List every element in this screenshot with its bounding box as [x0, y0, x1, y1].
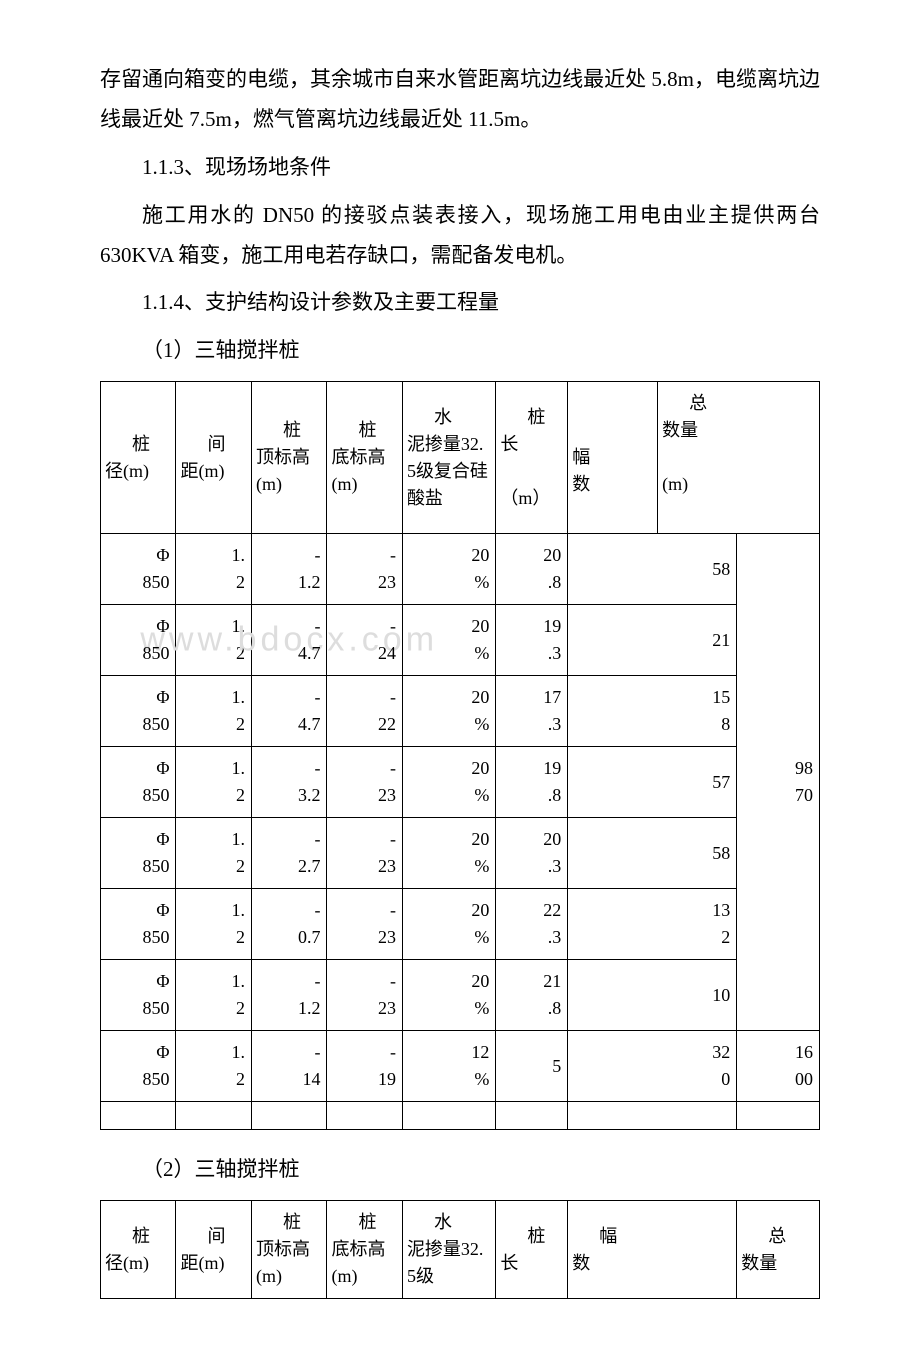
- cell-merged-total: 9870: [737, 534, 820, 1031]
- th-cement-mix: 水泥掺量32.5级: [402, 1201, 495, 1299]
- th-pile-diameter: 桩径(m): [101, 1201, 176, 1299]
- cell: 58: [568, 534, 737, 605]
- cell: 20%: [402, 747, 495, 818]
- heading-1-1-3: 1.1.3、现场场地条件: [100, 148, 820, 188]
- cell: 1.2: [176, 534, 251, 605]
- cell: 1.2: [176, 605, 251, 676]
- cell: -2.7: [251, 818, 326, 889]
- cell: Φ850: [101, 889, 176, 960]
- table-triaxial-pile-1: 桩径(m) 间距(m) 桩顶标高(m) 桩底标高(m) 水泥掺量32.5级复合硅…: [100, 381, 820, 1130]
- table-row: Φ850 1.2 -2.7 -23 20% 20.3 58: [101, 818, 820, 889]
- cell: 1.2: [176, 747, 251, 818]
- table-row: Φ850 1.2 -1.2 -23 20% 20.8 58 9870: [101, 534, 820, 605]
- cell: 20%: [402, 889, 495, 960]
- cell: -23: [327, 747, 402, 818]
- cell: 10: [568, 960, 737, 1031]
- cell: 17.3: [496, 676, 568, 747]
- cell: 1.2: [176, 889, 251, 960]
- cell: Φ850: [101, 605, 176, 676]
- cell: Φ850: [101, 747, 176, 818]
- cell: 12%: [402, 1031, 495, 1102]
- th-pile-length: 桩长（m）: [496, 382, 568, 534]
- cell: 21.8: [496, 960, 568, 1031]
- cell: 22.3: [496, 889, 568, 960]
- cell: 19.3: [496, 605, 568, 676]
- cell: 1.2: [176, 960, 251, 1031]
- th-bottom-elev: 桩底标高(m): [327, 382, 402, 534]
- table-row: Φ850 1.2 -4.7 -22 20% 17.3 158: [101, 676, 820, 747]
- cell: 158: [568, 676, 737, 747]
- th-spacing: 间距(m): [176, 382, 251, 534]
- th-count: 幅数: [568, 1201, 737, 1299]
- cell: 21: [568, 605, 737, 676]
- th-pile-diameter: 桩径(m): [101, 382, 176, 534]
- table-header-row: 桩径(m) 间距(m) 桩顶标高(m) 桩底标高(m) 水泥掺量32.5级 桩长…: [101, 1201, 820, 1299]
- cell: -1.2: [251, 534, 326, 605]
- cell: 132: [568, 889, 737, 960]
- cell: 5: [496, 1031, 568, 1102]
- cell: 20%: [402, 960, 495, 1031]
- cell: 20%: [402, 818, 495, 889]
- cell: 57: [568, 747, 737, 818]
- table-row: Φ850 1.2 www.bdocx.com-4.7 -24 20% 19.3 …: [101, 605, 820, 676]
- cell: Φ850: [101, 818, 176, 889]
- th-total: 总数量(m): [658, 382, 820, 534]
- th-total: 总数量: [737, 1201, 820, 1299]
- table-row: Φ850 1.2 -0.7 -23 20% 22.3 132: [101, 889, 820, 960]
- cell: 20.3: [496, 818, 568, 889]
- table1-caption: （1）三轴搅拌桩: [100, 331, 820, 371]
- heading-1-1-4: 1.1.4、支护结构设计参数及主要工程量: [100, 283, 820, 323]
- th-pile-length: 桩长: [496, 1201, 568, 1299]
- cell: 320: [568, 1031, 737, 1102]
- paragraph-continuation: 存留通向箱变的电缆，其余城市自来水管距离坑边线最近处 5.8m，电缆离坑边线最近…: [100, 60, 820, 140]
- table-row: Φ850 1.2 -1.2 -23 20% 21.8 10: [101, 960, 820, 1031]
- cell: 1.2: [176, 818, 251, 889]
- cell: -19: [327, 1031, 402, 1102]
- cell: -23: [327, 889, 402, 960]
- cell: -24: [327, 605, 402, 676]
- cell: -14: [251, 1031, 326, 1102]
- cell: Φ850: [101, 534, 176, 605]
- cell: 1600: [737, 1031, 820, 1102]
- paragraph-site-conditions: 施工用水的 DN50 的接驳点装表接入，现场施工用电由业主提供两台 630KVA…: [100, 196, 820, 276]
- cell: Φ850: [101, 960, 176, 1031]
- cell: -23: [327, 534, 402, 605]
- table2-caption: （2）三轴搅拌桩: [100, 1150, 820, 1190]
- cell: 20.8: [496, 534, 568, 605]
- cell: 1.2: [176, 676, 251, 747]
- cell: 20%: [402, 605, 495, 676]
- cell: Φ850: [101, 1031, 176, 1102]
- cell: Φ850: [101, 676, 176, 747]
- table-header-row: 桩径(m) 间距(m) 桩顶标高(m) 桩底标高(m) 水泥掺量32.5级复合硅…: [101, 382, 820, 534]
- cell: -0.7: [251, 889, 326, 960]
- table-empty-row: [101, 1102, 820, 1130]
- cell: -23: [327, 960, 402, 1031]
- document-page: 存留通向箱变的电缆，其余城市自来水管距离坑边线最近处 5.8m，电缆离坑边线最近…: [0, 0, 920, 1359]
- table-row: Φ850 1.2 -14 -19 12% 5 320 1600: [101, 1031, 820, 1102]
- th-cement-mix: 水泥掺量32.5级复合硅酸盐: [402, 382, 495, 534]
- cell: 20%: [402, 534, 495, 605]
- th-top-elev: 桩顶标高(m): [251, 1201, 326, 1299]
- cell: -22: [327, 676, 402, 747]
- cell: 58: [568, 818, 737, 889]
- th-top-elev: 桩顶标高(m): [251, 382, 326, 534]
- cell: 19.8: [496, 747, 568, 818]
- th-bottom-elev: 桩底标高(m): [327, 1201, 402, 1299]
- cell: -1.2: [251, 960, 326, 1031]
- cell: 20%: [402, 676, 495, 747]
- cell: -4.7: [251, 676, 326, 747]
- th-spacing: 间距(m): [176, 1201, 251, 1299]
- table-triaxial-pile-2: 桩径(m) 间距(m) 桩顶标高(m) 桩底标高(m) 水泥掺量32.5级 桩长…: [100, 1200, 820, 1299]
- cell: -3.2: [251, 747, 326, 818]
- cell: 1.2: [176, 1031, 251, 1102]
- table-row: Φ850 1.2 -3.2 -23 20% 19.8 57: [101, 747, 820, 818]
- cell: -23: [327, 818, 402, 889]
- th-count: 幅数: [568, 382, 658, 534]
- cell: www.bdocx.com-4.7: [251, 605, 326, 676]
